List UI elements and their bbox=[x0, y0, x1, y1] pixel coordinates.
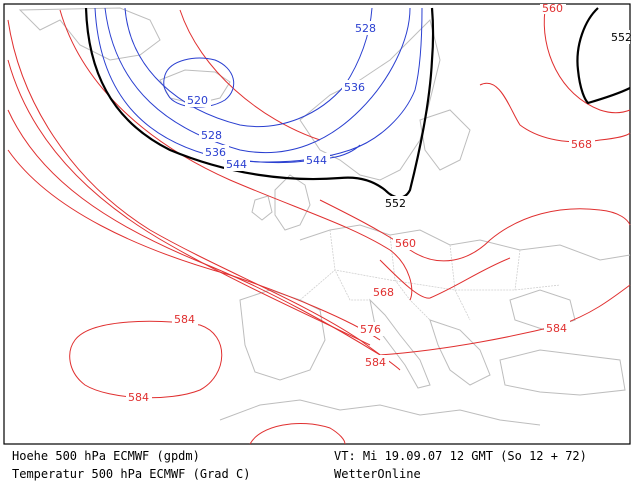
label-584-south: 584 bbox=[128, 391, 149, 404]
contour-labels: 584 584 584 584 576 568 568 560 560 528 … bbox=[126, 2, 632, 404]
label-528-top: 528 bbox=[355, 22, 376, 35]
label-568-central: 568 bbox=[373, 286, 394, 299]
label-552-central: 552 bbox=[385, 197, 406, 210]
label-560: 560 bbox=[395, 237, 416, 250]
label-536-north: 536 bbox=[344, 81, 365, 94]
label-584-atlantic: 584 bbox=[174, 313, 195, 326]
temperature-contours bbox=[7, 9, 631, 445]
label-552-northeast: 552 bbox=[611, 31, 632, 44]
label-520: 520 bbox=[187, 94, 208, 107]
footer-provider: WetterOnline bbox=[334, 467, 421, 481]
label-560-top: 560 bbox=[542, 2, 563, 15]
label-568-northeast: 568 bbox=[571, 138, 592, 151]
label-536-south: 536 bbox=[205, 146, 226, 159]
label-544-east: 544 bbox=[306, 154, 327, 167]
map-frame bbox=[3, 3, 631, 445]
contour-552 bbox=[84, 7, 631, 199]
footer-valid-time: VT: Mi 19.09.07 12 GMT (So 12 + 72) bbox=[334, 449, 587, 463]
label-584-east: 584 bbox=[546, 322, 567, 335]
label-544-west: 544 bbox=[226, 158, 247, 171]
coastlines bbox=[18, 7, 631, 426]
label-528-bottom: 528 bbox=[201, 129, 222, 142]
footer-temperature-label: Temperatur 500 hPa ECMWF (Grad C) bbox=[12, 467, 251, 481]
map-footer: Hoehe 500 hPa ECMWF (gpdm) Temperatur 50… bbox=[0, 447, 634, 490]
footer-height-label: Hoehe 500 hPa ECMWF (gpdm) bbox=[12, 449, 200, 463]
label-584-med: 584 bbox=[365, 356, 386, 369]
label-576: 576 bbox=[360, 323, 381, 336]
weather-map: 584 584 584 584 576 568 568 560 560 528 … bbox=[3, 2, 632, 445]
